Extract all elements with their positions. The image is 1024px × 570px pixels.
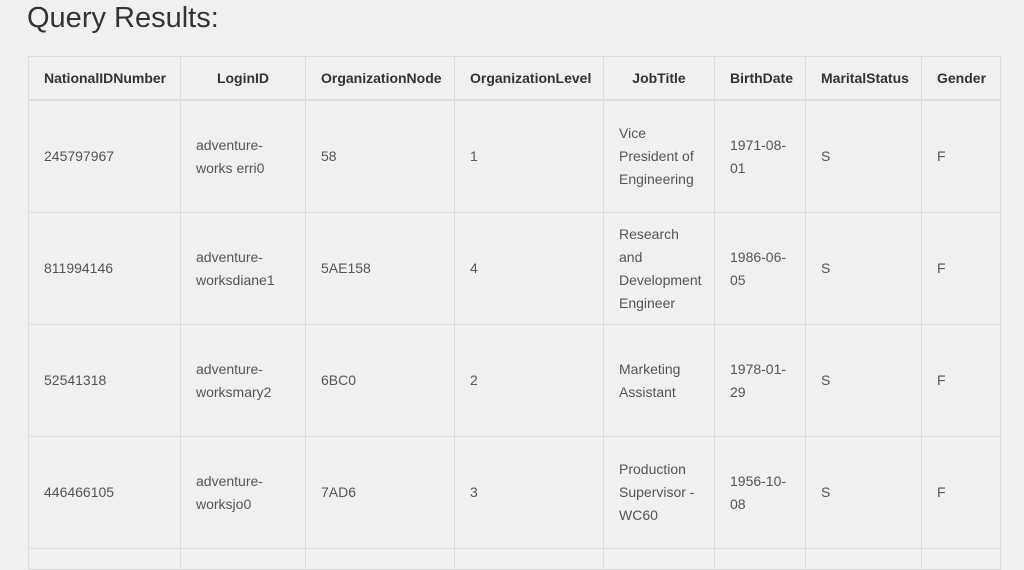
column-header-organizationlevel[interactable]: OrganizationLevel	[454, 56, 604, 101]
table-cell: 58	[305, 99, 455, 213]
page-title: Query Results:	[27, 2, 219, 34]
table-cell: 446466105	[28, 436, 181, 549]
table-cell: adventure-worksdiane1	[180, 212, 306, 325]
column-header-loginid[interactable]: LoginID	[180, 56, 306, 101]
table-cell: adventure-worksmary2	[180, 324, 306, 437]
table-row-partial	[28, 548, 1001, 570]
column-header-organizationnode[interactable]: OrganizationNode	[305, 56, 455, 101]
table-cell: 4	[454, 212, 604, 325]
table-cell: adventure-worksjo0	[180, 436, 306, 549]
table-header-row: NationalIDNumber LoginID OrganizationNode O…	[28, 56, 1001, 101]
column-header-maritalstatus[interactable]: MaritalStatus	[805, 56, 922, 101]
table-cell: 2	[454, 324, 604, 437]
table-cell: 5AE158	[305, 212, 455, 325]
table-cell: F	[921, 436, 1001, 549]
table-cell: 3	[454, 436, 604, 549]
table-cell: F	[921, 99, 1001, 213]
table-cell	[454, 548, 604, 570]
table-row: 52541318 adventure-worksmary2 6BC0 2 Marketi…	[28, 324, 1001, 437]
table-cell: S	[805, 99, 922, 213]
column-header-gender[interactable]: Gender	[921, 56, 1001, 101]
table-cell: 1986-06-05	[714, 212, 806, 325]
results-table: NationalIDNumber LoginID OrganizationNode O…	[28, 56, 1001, 570]
table-cell	[714, 548, 806, 570]
table-cell: 1978-01-29	[714, 324, 806, 437]
table-cell: 6BC0	[305, 324, 455, 437]
table-cell: S	[805, 436, 922, 549]
table-row: 446466105 adventure-worksjo0 7AD6 3 Producti…	[28, 436, 1001, 549]
table-cell	[921, 548, 1001, 570]
table-cell: S	[805, 212, 922, 325]
table-cell: 52541318	[28, 324, 181, 437]
results-table-container: NationalIDNumber LoginID OrganizationNode O…	[28, 56, 1001, 570]
table-cell	[805, 548, 922, 570]
column-header-nationalidnumber[interactable]: NationalIDNumber	[28, 56, 181, 101]
table-cell	[305, 548, 455, 570]
table-cell: Production Supervisor - WC60	[603, 436, 715, 549]
table-cell: 1971-08-01	[714, 99, 806, 213]
table-cell: 811994146	[28, 212, 181, 325]
table-row: 811994146 adventure-worksdiane1 5AE158 4 Res…	[28, 212, 1001, 325]
column-header-birthdate[interactable]: BirthDate	[714, 56, 806, 101]
table-cell: Vice President of Engineering	[603, 99, 715, 213]
table-cell: F	[921, 212, 1001, 325]
table-cell: 7AD6	[305, 436, 455, 549]
table-cell: Marketing Assistant	[603, 324, 715, 437]
table-cell	[28, 548, 181, 570]
table-cell	[603, 548, 715, 570]
table-cell: S	[805, 324, 922, 437]
column-header-jobtitle[interactable]: JobTitle	[603, 56, 715, 101]
table-cell: Research and Development Engineer	[603, 212, 715, 325]
table-row: 245797967 adventure-works erri0 58 1 Vice Pr…	[28, 99, 1001, 213]
table-cell: 1	[454, 99, 604, 213]
table-cell: 1956-10-08	[714, 436, 806, 549]
table-cell: 245797967	[28, 99, 181, 213]
table-cell	[180, 548, 306, 570]
table-cell: F	[921, 324, 1001, 437]
table-cell: adventure-works erri0	[180, 99, 306, 213]
